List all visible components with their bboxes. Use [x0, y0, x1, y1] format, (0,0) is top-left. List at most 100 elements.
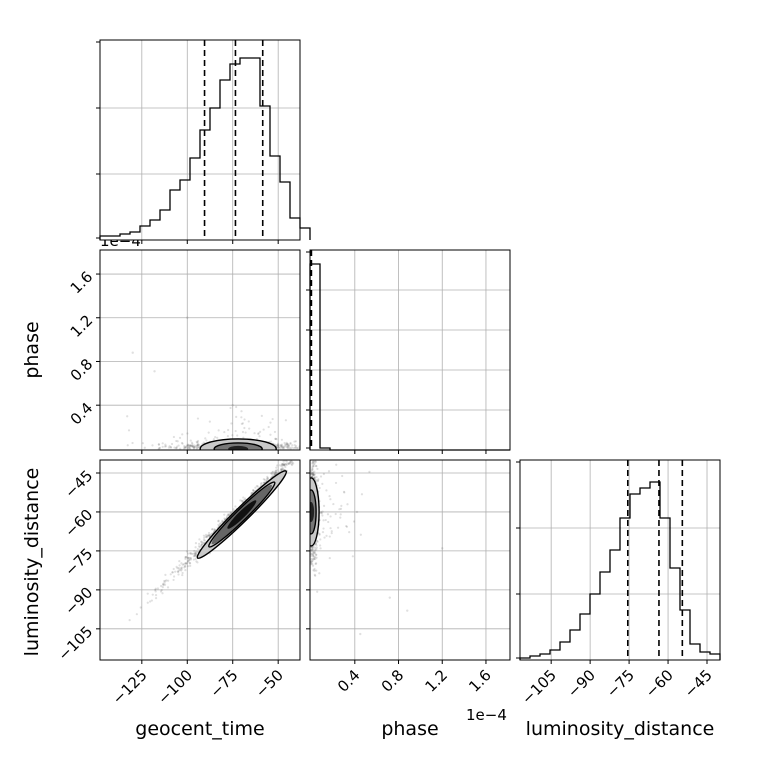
scatter-point: [311, 552, 314, 555]
scatter-point: [312, 464, 315, 467]
scatter-point: [196, 442, 199, 445]
scatter-point: [243, 497, 247, 500]
scatter-point: [277, 446, 280, 449]
scatter-point: [182, 447, 186, 450]
scatter-point: [191, 552, 194, 556]
contour-line-outer: [199, 438, 277, 450]
scatter-point: [311, 554, 315, 558]
scatter-point: [311, 468, 314, 471]
scatter-point: [187, 556, 190, 560]
scatter-point: [325, 489, 328, 492]
scatter-point: [183, 445, 186, 448]
scatter-point: [310, 475, 313, 478]
scatter-point: [288, 456, 290, 458]
scatter-point: [299, 453, 301, 455]
scatter-point: [128, 619, 131, 622]
scatter-point: [277, 442, 280, 445]
scatter-point: [213, 528, 216, 531]
scatter-point: [275, 471, 278, 474]
scatter-point: [180, 569, 183, 572]
scatter-point: [318, 572, 321, 575]
scatter-bg: [100, 250, 300, 450]
scatter-point: [313, 475, 316, 479]
scatter-point: [275, 471, 278, 474]
scatter-point: [193, 553, 197, 556]
scatter-point: [342, 490, 346, 493]
scatter-point: [165, 579, 168, 582]
scatter-point: [314, 464, 318, 468]
scatter-point: [360, 493, 364, 496]
scatter-point: [229, 511, 233, 514]
scatter-point: [292, 462, 295, 465]
scatter-point: [186, 444, 190, 447]
scatter-point: [183, 564, 187, 567]
scatter-point: [161, 445, 164, 448]
scatter-point: [189, 444, 192, 447]
scatter-point: [193, 552, 196, 555]
x-axis-label-geocent-time: geocent_time: [135, 718, 264, 740]
y-tick-label-phase-0: 0.4: [67, 399, 97, 429]
scatter-point: [292, 453, 294, 455]
scatter-point: [192, 446, 196, 449]
scatter-point: [287, 443, 290, 446]
scatter-point: [127, 429, 131, 432]
scatter-point: [327, 470, 331, 473]
scatter-point: [328, 535, 331, 538]
scatter-point: [254, 486, 257, 489]
scatter-point: [194, 557, 197, 561]
scatter-point: [230, 422, 233, 425]
scatter-point: [188, 562, 192, 565]
hist-panel-luminosity_distance: [516, 459, 721, 664]
scatter-point: [195, 447, 198, 450]
scatter-point: [250, 492, 253, 495]
scatter-point: [359, 533, 362, 536]
scatter-point: [346, 503, 349, 506]
scatter-point: [280, 468, 283, 471]
scatter-point: [178, 560, 181, 563]
scatter-point: [314, 478, 317, 481]
scatter-point: [192, 555, 195, 558]
scatter-point: [200, 543, 203, 547]
scatter-point: [318, 532, 321, 535]
scatter-point: [197, 446, 201, 449]
scatter-point: [194, 552, 197, 555]
scatter-point: [315, 553, 318, 556]
scatter-point: [322, 472, 325, 476]
scatter-point: [281, 463, 284, 466]
scatter-point: [317, 478, 320, 481]
scatter-point: [208, 534, 211, 537]
scatter-point: [181, 442, 184, 445]
scatter-point: [271, 470, 275, 473]
scatter-point: [196, 443, 200, 446]
scatter-point: [184, 555, 188, 559]
y-tick-label-luminosity_distance-0: −105: [55, 622, 97, 664]
scatter-point: [196, 444, 199, 448]
scatter-point: [189, 558, 192, 561]
scatter-point: [338, 508, 341, 511]
scatter-point: [310, 471, 313, 474]
scatter-point: [313, 470, 316, 473]
scatter-point: [279, 445, 283, 448]
scatter-point: [286, 445, 289, 448]
scatter-point: [284, 463, 287, 466]
scatter-point: [172, 567, 175, 571]
x-axis-label-luminosity-distance: luminosity_distance: [526, 718, 715, 740]
scatter-point: [202, 541, 205, 544]
scatter-point: [284, 419, 287, 422]
scatter-point: [189, 444, 192, 448]
scatter-point: [184, 569, 187, 572]
scatter-point: [340, 504, 343, 507]
scatter-panel-geocent_time-vs-luminosity_distance: [96, 453, 301, 664]
scatter-point: [316, 480, 319, 483]
scatter-point: [206, 534, 210, 537]
scatter-point: [262, 478, 265, 481]
scatter-point: [200, 543, 204, 546]
scatter-point: [281, 466, 284, 470]
scatter-point: [281, 463, 284, 466]
scatter-point: [226, 515, 229, 518]
scatter-point: [286, 446, 289, 449]
scatter-point: [285, 443, 288, 446]
scatter-point: [312, 472, 315, 476]
scatter-point: [192, 446, 196, 449]
